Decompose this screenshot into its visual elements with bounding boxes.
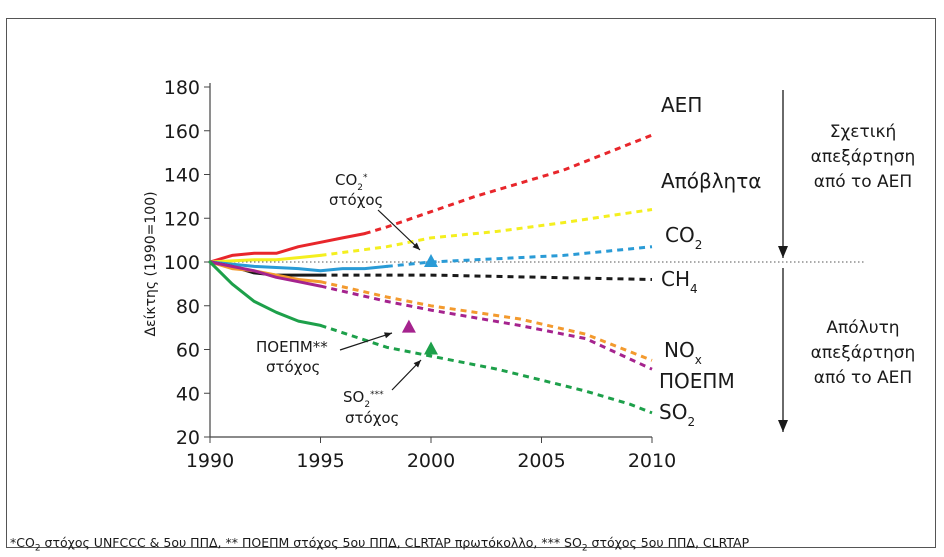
co2-target-label-1: CO2* <box>335 171 368 193</box>
co2-target-arrow <box>377 209 421 251</box>
series-projection-5 <box>320 284 653 371</box>
series-projection-4 <box>320 280 653 362</box>
series-projection-3 <box>320 273 653 281</box>
relative-decoupling-text-2: από το ΑΕΠ <box>814 172 912 192</box>
poepm-target-arrow <box>339 332 393 351</box>
y-tick-label: 60 <box>176 340 200 362</box>
y-tick-label: 120 <box>164 208 200 230</box>
y-tick-label: 100 <box>164 252 200 274</box>
series-label-1: Απόβλητα <box>661 169 761 193</box>
x-tick-label: 1990 <box>186 450 234 472</box>
series-projection-0 <box>364 133 653 236</box>
relative-decoupling-arrow <box>778 90 788 258</box>
footnote-sub-2: 2 <box>581 543 588 554</box>
footnote-part-1: *CO <box>10 535 35 550</box>
footnote-sub-1: 2 <box>34 543 41 554</box>
so2-target-arrow <box>391 359 422 391</box>
absolute-decoupling-arrow <box>778 268 788 432</box>
series-label-4: NOx <box>664 338 702 367</box>
series-projection-1 <box>320 208 653 257</box>
series-label-3: CH4 <box>661 267 698 296</box>
absolute-decoupling-text-2: από το ΑΕΠ <box>814 368 912 388</box>
absolute-decoupling-text-1: απεξάρτηση <box>811 343 916 363</box>
x-tick-label: 1995 <box>296 450 344 472</box>
footnote-part-3: στόχος 5ου ΠΠΔ, CLRTAP <box>587 535 750 550</box>
series-label-2: CO2 <box>665 223 702 252</box>
series-line-5 <box>208 260 322 288</box>
co2-target-label-2: στόχος <box>329 191 383 209</box>
poepm-target-label-2: στόχος <box>266 358 320 376</box>
chart-frame <box>6 18 936 548</box>
series-line-1 <box>208 253 322 264</box>
y-tick-label: 40 <box>176 383 200 405</box>
footnote: *CO2 στόχος UNFCCC & 5ου ΠΠΔ, ** ΠΟΕΠΜ σ… <box>10 535 938 554</box>
series-line-6 <box>208 260 322 327</box>
y-tick-label: 180 <box>164 77 200 99</box>
x-tick-label: 2000 <box>407 450 455 472</box>
series-label-0: ΑΕΠ <box>661 93 702 117</box>
so2-target-label-2: στόχος <box>345 409 399 427</box>
absolute-decoupling-text-0: Απόλυτη <box>826 318 899 338</box>
series-line-2 <box>208 260 389 273</box>
poepm-target-label-1: ΠΟΕΠΜ** <box>256 338 328 356</box>
x-tick-label: 2005 <box>517 450 565 472</box>
target-marker-0 <box>424 254 438 267</box>
series-label-6: SO2 <box>659 400 695 429</box>
x-tick-label: 2010 <box>628 450 676 472</box>
target-marker-2 <box>424 341 438 355</box>
series-projection-6 <box>320 323 653 415</box>
target-marker-1 <box>401 319 416 333</box>
relative-decoupling-text-1: απεξάρτηση <box>811 147 916 167</box>
relative-decoupling-text-0: Σχετική <box>830 122 897 142</box>
y-tick-label: 160 <box>164 121 200 143</box>
y-tick-label: 80 <box>176 296 200 318</box>
y-tick-label: 20 <box>176 427 200 449</box>
series-label-5: ΠΟΕΠΜ <box>659 369 735 393</box>
footnote-part-2: στόχος UNFCCC & 5ου ΠΠΔ, ** ΠΟΕΠΜ στόχος… <box>40 535 582 550</box>
series-line-0 <box>208 232 367 264</box>
y-tick-label: 140 <box>164 165 200 187</box>
y-axis-label: Δείκτης (1990=100) <box>143 191 159 336</box>
so2-target-label-1: SO2*** <box>343 388 384 410</box>
